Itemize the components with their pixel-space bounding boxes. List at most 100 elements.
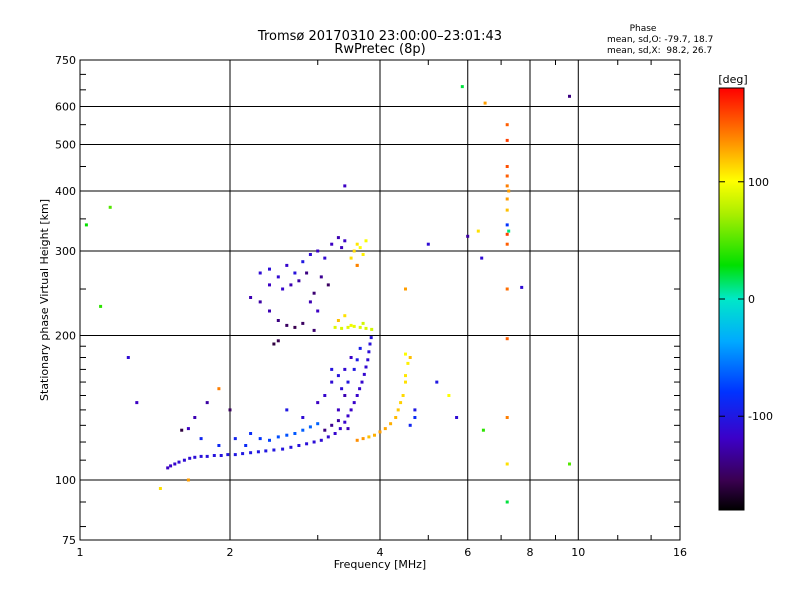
data-point	[177, 460, 181, 464]
data-point	[312, 440, 316, 444]
data-point	[188, 456, 192, 460]
data-point	[505, 123, 509, 127]
data-point	[126, 356, 130, 359]
data-point	[108, 205, 112, 209]
data-point	[360, 380, 364, 384]
data-point	[285, 263, 289, 267]
data-point	[268, 267, 271, 271]
colorbar-tick-label: 0	[748, 293, 755, 306]
data-point	[455, 416, 459, 419]
data-point	[316, 249, 320, 253]
data-point	[352, 249, 356, 253]
data-point	[358, 387, 362, 391]
data-point	[258, 300, 262, 304]
data-point	[505, 287, 509, 291]
data-point	[355, 263, 359, 267]
data-point	[343, 367, 347, 371]
data-point	[308, 425, 312, 429]
data-point	[426, 242, 430, 246]
data-point	[326, 435, 330, 439]
data-point	[340, 246, 344, 250]
data-point	[166, 466, 170, 470]
data-point	[281, 447, 285, 451]
data-point	[476, 229, 480, 233]
data-point	[330, 242, 334, 246]
data-point	[312, 328, 316, 332]
data-point	[193, 455, 197, 459]
data-point	[281, 287, 285, 291]
data-point	[285, 433, 289, 437]
data-point	[343, 184, 347, 188]
data-point	[358, 325, 362, 329]
data-point	[205, 454, 209, 458]
grid	[80, 60, 680, 540]
plot-frame	[79, 59, 681, 541]
data-point	[256, 450, 260, 454]
data-point	[316, 422, 320, 426]
data-point	[219, 454, 223, 457]
data-point	[336, 408, 340, 412]
data-point	[333, 432, 337, 435]
data-point	[285, 408, 289, 412]
data-point	[268, 438, 271, 442]
data-point	[193, 416, 197, 419]
data-point	[483, 101, 487, 105]
data-point	[330, 380, 334, 384]
data-point	[182, 458, 186, 462]
data-point	[505, 197, 509, 201]
data-point	[394, 416, 398, 419]
data-point	[346, 414, 350, 418]
data-point	[323, 256, 327, 260]
data-point	[355, 438, 359, 442]
data-point	[349, 408, 353, 412]
data-point	[301, 428, 305, 432]
data-point	[217, 387, 221, 391]
data-point	[276, 339, 280, 343]
data-point	[217, 444, 221, 447]
data-point	[343, 314, 347, 318]
data-point	[355, 242, 359, 246]
y-tick-label: 400	[55, 185, 76, 198]
data-point	[316, 309, 320, 313]
phase-legend-x-mode: mean, sd,X: 98.2, 26.7	[607, 46, 712, 56]
data-point	[293, 432, 297, 435]
data-point	[340, 326, 344, 330]
data-point	[340, 387, 344, 391]
data-point	[338, 427, 342, 431]
data-point	[396, 408, 400, 412]
y-tick-label: 600	[55, 101, 76, 114]
data-point	[308, 300, 312, 304]
data-point	[505, 208, 509, 212]
data-point	[364, 326, 368, 330]
y-tick-label: 75	[62, 534, 76, 547]
data-point	[361, 253, 365, 256]
data-point	[173, 462, 177, 466]
x-tick-label: 2	[227, 546, 234, 559]
data-point	[568, 462, 571, 466]
data-point	[330, 423, 334, 427]
data-point	[507, 229, 511, 233]
y-tick-label: 500	[55, 139, 76, 152]
data-point	[505, 232, 509, 236]
data-point	[505, 416, 509, 419]
data-point	[244, 444, 248, 447]
data-point	[413, 408, 417, 412]
data-point	[352, 367, 356, 371]
data-point	[435, 380, 439, 384]
data-point	[308, 253, 312, 256]
data-point	[383, 427, 387, 431]
data-point	[568, 94, 571, 98]
x-tick-label: 1	[77, 546, 84, 559]
data-point	[507, 189, 511, 193]
data-point	[297, 444, 301, 447]
data-point	[258, 437, 262, 441]
x-axis-label: Frequency [MHz]	[334, 558, 426, 571]
data-point	[349, 356, 353, 359]
data-point	[466, 234, 470, 238]
data-point	[326, 283, 330, 287]
data-point	[135, 401, 139, 405]
y-tick-label: 300	[55, 245, 76, 258]
data-point	[505, 462, 509, 466]
colorbar-tick-label: -100	[748, 410, 773, 423]
data-point	[460, 85, 464, 89]
